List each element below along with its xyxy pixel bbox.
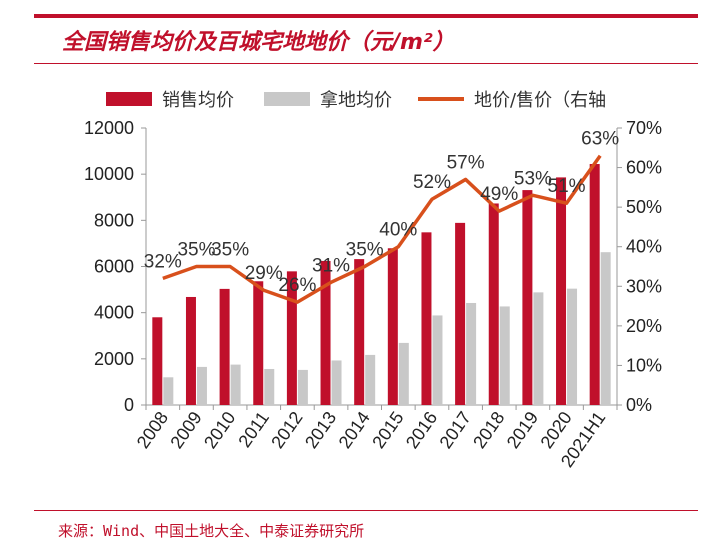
left-tick-label: 2000 (94, 349, 134, 369)
ratio-data-label: 57% (447, 152, 485, 173)
bar-land-price (264, 368, 275, 405)
ratio-line (162, 154, 602, 304)
source-note: 来源：Wind、中国土地大全、中泰证券研究所 (58, 522, 365, 540)
legend-item-ratio: 地价/售价（右轴 (418, 86, 606, 112)
left-tick-label: 12000 (84, 118, 134, 138)
bar-sale-price (354, 259, 365, 405)
x-tick-label: 2015 (368, 408, 407, 452)
right-tick-label: 20% (626, 316, 662, 336)
bar-sale-price (589, 164, 600, 405)
right-tick-label: 60% (626, 158, 662, 178)
legend-swatch-land (264, 92, 310, 106)
bar-land-price (499, 306, 510, 405)
top-rule (34, 14, 698, 18)
ratio-data-label: 40% (379, 220, 417, 241)
legend-label-sale: 销售均价 (162, 90, 234, 111)
ratio-data-label: 49% (480, 184, 518, 205)
title-rule (34, 63, 698, 64)
bar-sale-price (219, 288, 230, 405)
x-tick-label: 2012 (267, 408, 306, 452)
ratio-data-label: 53% (514, 168, 552, 189)
legend-swatch-sale (106, 92, 152, 106)
bar-sale-price (185, 296, 196, 405)
bar-sale-price (152, 317, 163, 405)
left-tick-label: 10000 (84, 164, 134, 184)
x-tick-label: 2019 (503, 408, 542, 452)
chart-title: 全国销售均价及百城宅地地价（元/m²） (62, 30, 455, 55)
right-tick-label: 40% (626, 237, 662, 257)
x-tick-label: 2013 (301, 408, 340, 452)
left-tick-label: 0 (124, 395, 134, 415)
legend-item-sale: 销售均价 (106, 86, 234, 112)
ratio-data-label: 63% (581, 129, 619, 150)
legend-item-land: 拿地均价 (264, 86, 392, 112)
x-tick-label: 2014 (335, 408, 374, 452)
ratio-data-label: 29% (245, 263, 283, 284)
bar-sale-price (320, 260, 331, 405)
x-tick-label: 2008 (133, 408, 172, 452)
bar-land-price (365, 354, 376, 405)
bar-land-price (600, 252, 611, 405)
bar-land-price (466, 302, 477, 405)
bar-sale-price (556, 177, 567, 405)
legend-swatch-ratio (418, 97, 464, 101)
ratio-data-label: 51% (548, 176, 586, 197)
left-tick-label: 8000 (94, 210, 134, 230)
bar-land-price (398, 342, 409, 405)
left-tick-label: 6000 (94, 257, 134, 277)
right-tick-label: 50% (626, 197, 662, 217)
ratio-data-label: 52% (413, 172, 451, 193)
bar-land-price (432, 315, 443, 405)
bar-sale-price (455, 222, 466, 405)
right-tick-label: 0% (626, 395, 652, 415)
legend-label-land: 拿地均价 (320, 90, 392, 111)
bar-land-price (567, 288, 578, 405)
source-rule (34, 510, 698, 511)
left-tick-label: 4000 (94, 303, 134, 323)
x-tick-label: 2016 (402, 408, 441, 452)
bar-land-price (163, 377, 174, 405)
x-tick-label: 2011 (234, 408, 273, 451)
ratio-data-label: 35% (346, 240, 384, 261)
bar-sale-price (421, 232, 432, 405)
x-tick-label: 2009 (166, 408, 205, 452)
ratio-data-label: 35% (177, 240, 215, 261)
bar-land-price (331, 360, 342, 405)
ratio-data-label: 31% (312, 255, 350, 276)
bar-land-price (297, 369, 308, 405)
right-tick-label: 70% (626, 118, 662, 138)
ratio-data-label: 32% (144, 251, 182, 272)
bar-sale-price (522, 190, 533, 405)
bar-sale-price (286, 271, 297, 405)
x-tick-label: 2010 (200, 408, 239, 452)
bar-land-price (196, 366, 207, 405)
x-tick-label: 2017 (436, 408, 475, 452)
bar-sale-price (488, 203, 499, 405)
bar-land-price (533, 292, 544, 405)
right-tick-label: 10% (626, 355, 662, 375)
x-tick-label: 2018 (469, 408, 508, 452)
bar-sale-price (387, 248, 398, 405)
bar-land-price (230, 364, 241, 405)
bar-sale-price (253, 281, 264, 405)
right-tick-label: 30% (626, 276, 662, 296)
legend-label-ratio: 地价/售价（右轴 (474, 90, 607, 111)
ratio-data-label: 35% (211, 240, 249, 261)
ratio-data-label: 26% (278, 275, 316, 296)
